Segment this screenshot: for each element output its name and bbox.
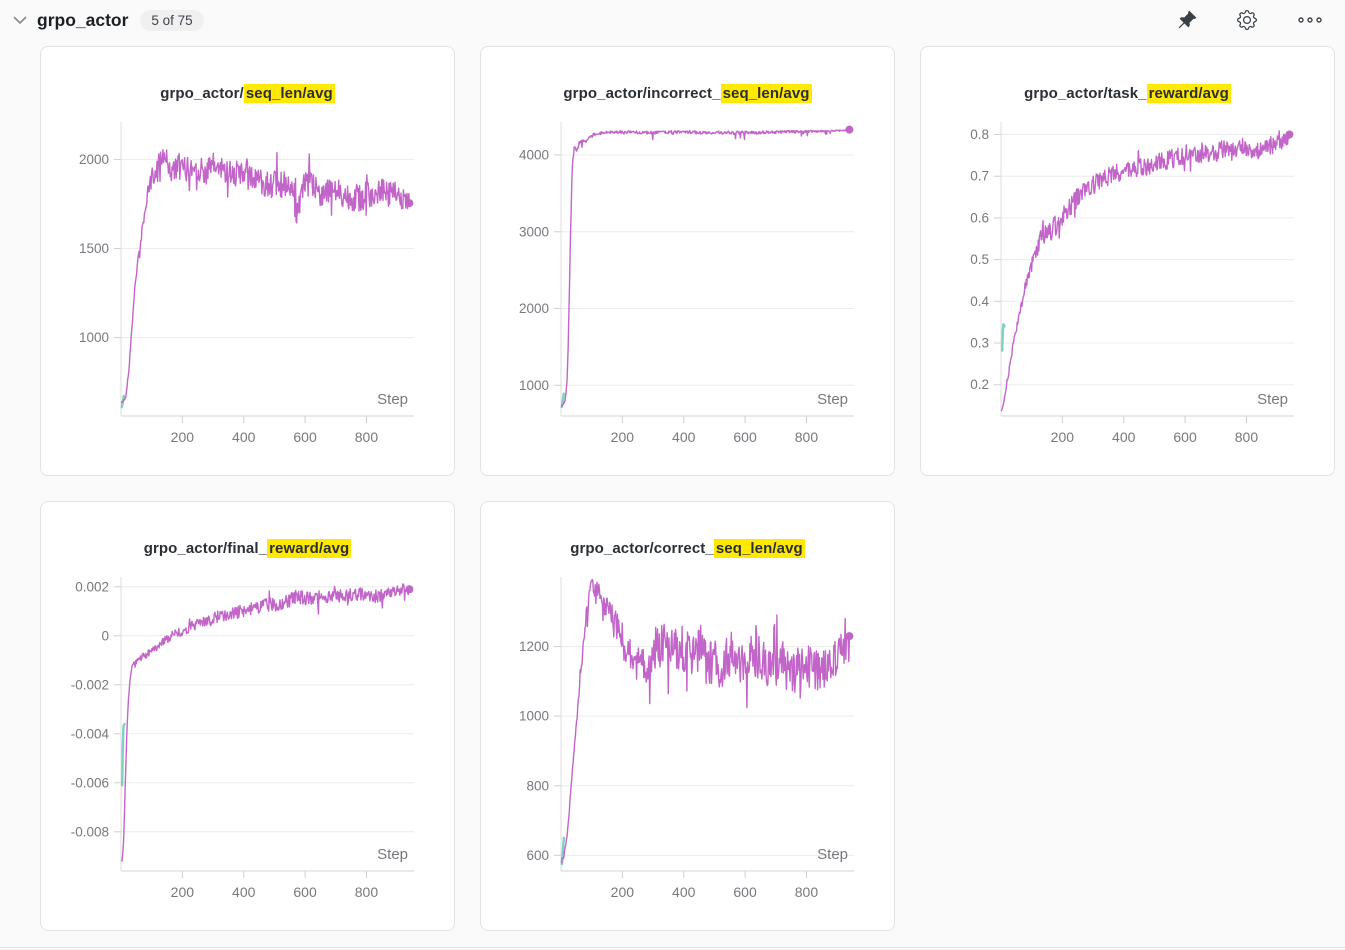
svg-text:0.6: 0.6: [970, 210, 989, 225]
svg-text:0.7: 0.7: [970, 169, 989, 184]
svg-text:600: 600: [526, 848, 549, 863]
chart-title-prefix: grpo_actor/incorrect_: [563, 85, 721, 102]
svg-text:200: 200: [1051, 429, 1075, 445]
svg-text:600: 600: [1173, 429, 1197, 445]
chart-panel[interactable]: grpo_actor/final_ reward/avg 0.002 0 -0.002…: [40, 501, 455, 931]
svg-text:1500: 1500: [79, 241, 109, 256]
chart-canvas[interactable]: 1000 2000 3000 4000 200 400 600 800 Step: [481, 108, 896, 460]
svg-text:Step: Step: [817, 391, 848, 408]
section-title: grpo_actor: [37, 9, 129, 30]
chart-panel[interactable]: grpo_actor/correct_ seq_len/avg 600 800 100…: [480, 501, 895, 931]
svg-text:0.2: 0.2: [970, 377, 989, 392]
svg-text:Step: Step: [377, 846, 408, 863]
svg-text:400: 400: [672, 429, 696, 445]
chart-title: grpo_actor/final_ reward/avg: [41, 539, 454, 558]
svg-text:Step: Step: [1257, 391, 1288, 408]
svg-text:800: 800: [795, 429, 819, 445]
svg-text:0.002: 0.002: [75, 579, 109, 594]
svg-text:-0.006: -0.006: [71, 775, 109, 790]
svg-text:800: 800: [795, 884, 819, 900]
svg-text:1200: 1200: [519, 639, 549, 654]
svg-text:-0.002: -0.002: [71, 677, 109, 692]
chart-title-highlight: seq_len/avg: [713, 539, 805, 558]
svg-text:1000: 1000: [519, 378, 549, 393]
svg-text:1000: 1000: [79, 330, 109, 345]
svg-text:400: 400: [672, 884, 696, 900]
chart-panel[interactable]: grpo_actor/seq_len/avg 1000 1500 2000 200 40…: [40, 46, 455, 476]
chart-title: grpo_actor/seq_len/avg: [41, 84, 454, 103]
chart-panel[interactable]: grpo_actor/incorrect_ seq_len/avg 1000 200…: [480, 46, 895, 476]
panel-grid: grpo_actor/seq_len/avg 1000 1500 2000 200 40…: [0, 38, 1345, 931]
svg-text:800: 800: [355, 884, 379, 900]
chart-title-prefix: grpo_actor/task_: [1024, 85, 1147, 102]
overflow-menu-icon: [1298, 17, 1322, 23]
svg-text:800: 800: [355, 429, 379, 445]
svg-text:200: 200: [171, 429, 195, 445]
chart-title-prefix: grpo_actor/correct_: [570, 540, 714, 557]
pin-button[interactable]: [1177, 10, 1197, 30]
chevron-down-icon: [13, 16, 27, 24]
chart-title: grpo_actor/task_ reward/avg: [921, 84, 1334, 103]
settings-button[interactable]: [1237, 10, 1257, 30]
svg-text:4000: 4000: [519, 148, 549, 163]
svg-text:200: 200: [611, 429, 635, 445]
svg-text:200: 200: [611, 884, 635, 900]
svg-text:3000: 3000: [519, 224, 549, 239]
svg-text:200: 200: [171, 884, 195, 900]
chart-canvas[interactable]: 600 800 1000 1200 200 400 600 800 Step: [481, 563, 896, 915]
chart-title-highlight: seq_len/avg: [720, 84, 812, 103]
svg-text:Step: Step: [817, 846, 848, 863]
svg-text:2000: 2000: [79, 152, 109, 167]
chart-title: grpo_actor/correct_ seq_len/avg: [481, 539, 894, 558]
overflow-menu-button[interactable]: [1297, 12, 1323, 28]
svg-text:0.3: 0.3: [970, 336, 989, 351]
svg-text:2000: 2000: [519, 301, 549, 316]
svg-text:0.8: 0.8: [970, 127, 989, 142]
section-header: grpo_actor 5 of 75: [0, 0, 1345, 38]
section-actions: [1177, 10, 1323, 30]
panel-count-badge: 5 of 75: [140, 9, 204, 31]
section-bottom-divider: [0, 947, 1345, 948]
chart-canvas[interactable]: 1000 1500 2000 200 400 600 800 Step: [41, 108, 456, 460]
svg-text:600: 600: [733, 884, 757, 900]
svg-text:Step: Step: [377, 391, 408, 408]
chart-title-prefix: grpo_actor/: [160, 85, 244, 102]
svg-text:400: 400: [1112, 429, 1136, 445]
chart-title-highlight: reward/avg: [1146, 84, 1231, 103]
svg-text:-0.008: -0.008: [71, 824, 109, 839]
svg-text:600: 600: [293, 429, 317, 445]
chart-canvas[interactable]: 0.2 0.3 0.4 0.5 0.6 0.7 0.8 200 400 600 800 Step: [921, 108, 1336, 460]
svg-text:400: 400: [232, 429, 256, 445]
chart-title-highlight: seq_len/avg: [243, 84, 335, 103]
svg-text:800: 800: [526, 778, 549, 793]
pin-icon: [1178, 10, 1197, 29]
svg-text:800: 800: [1235, 429, 1259, 445]
chart-panel[interactable]: grpo_actor/task_ reward/avg 0.2 0.3 0.4 0.5 0…: [920, 46, 1335, 476]
svg-text:0.4: 0.4: [970, 294, 989, 309]
gear-icon: [1237, 10, 1257, 30]
chart-canvas[interactable]: 0.002 0 -0.002 -0.004 -0.006 -0.008 200 400 600 8…: [41, 563, 456, 915]
section-collapse-button[interactable]: [10, 10, 30, 30]
svg-text:400: 400: [232, 884, 256, 900]
chart-title: grpo_actor/incorrect_ seq_len/avg: [481, 84, 894, 103]
chart-title-highlight: reward/avg: [267, 539, 352, 558]
svg-text:0.5: 0.5: [970, 252, 989, 267]
svg-text:-0.004: -0.004: [71, 726, 110, 741]
chart-title-prefix: grpo_actor/final_: [143, 540, 268, 557]
svg-text:1000: 1000: [519, 709, 549, 724]
svg-text:600: 600: [733, 429, 757, 445]
svg-text:600: 600: [293, 884, 317, 900]
svg-text:0: 0: [101, 628, 109, 643]
